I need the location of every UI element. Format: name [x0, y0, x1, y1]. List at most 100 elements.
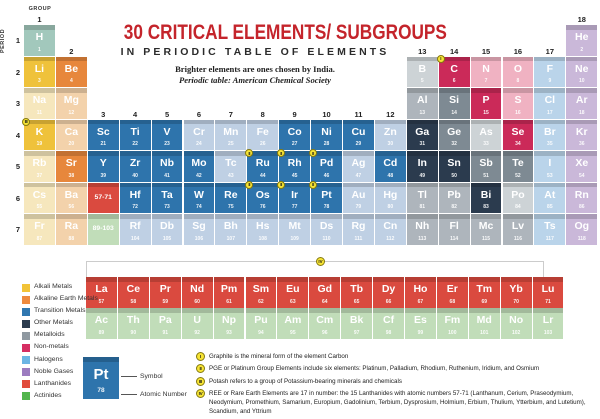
element-cell-P: P 15: [470, 88, 502, 119]
legend-swatch: [22, 380, 30, 389]
atomic-number: 115: [482, 235, 491, 242]
element-symbol: Rn: [574, 188, 589, 201]
element-cell-W: W 74: [183, 182, 215, 213]
element-symbol: Cm: [316, 314, 334, 326]
period-label-3: 3: [15, 99, 20, 108]
element-cell-Bh: Bh 107: [215, 214, 247, 245]
atomic-number: 5: [420, 78, 424, 84]
element-cell-Ho: Ho 67: [405, 277, 436, 308]
footnote-text: REE or Rare Earth Elements are 17 in num…: [209, 389, 586, 416]
element-symbol: Cr: [193, 125, 205, 138]
element-symbol: Pu: [254, 314, 268, 326]
atomic-number: 90: [130, 329, 137, 336]
element-symbol: Fr: [34, 220, 45, 232]
element-symbol: Er: [446, 283, 458, 295]
element-symbol: Zn: [383, 125, 397, 138]
legend-label: Noble Gases: [34, 367, 74, 375]
atomic-number: 62: [258, 298, 264, 305]
element-cell-In: In 49: [406, 151, 438, 182]
element-cell-Be: Be 4: [55, 56, 87, 87]
group-label-4: 4: [133, 109, 138, 119]
element-cell-Ir: II Ir 77: [277, 180, 311, 213]
period-axis-label: PERIOD: [0, 28, 7, 54]
element-cell-Ar: Ar 18: [566, 88, 598, 119]
atomic-number: 68: [449, 298, 456, 305]
element-symbol: Nb: [160, 157, 175, 169]
element-cell-I: I 53: [534, 151, 566, 182]
element-symbol: V: [163, 125, 171, 138]
element-symbol: Pd: [319, 157, 334, 169]
element-cell-Pt: II Pt 78: [309, 180, 342, 213]
atomic-number: 80: [387, 204, 394, 210]
element-symbol: Se: [511, 125, 525, 138]
atomic-number: 74: [196, 204, 202, 210]
atomic-number: 48: [387, 172, 394, 179]
element-cell-Pd: II Pd 46: [309, 149, 342, 182]
element-cell-Es: Es 99: [405, 308, 436, 339]
atomic-number: 52: [515, 172, 521, 179]
element-cell-Pa: Pa 91: [149, 308, 181, 339]
ree-marker-badge: IV: [316, 257, 325, 266]
atomic-number: 6: [452, 78, 456, 84]
element-cell-Nh: Nh 113: [406, 214, 438, 245]
atomic-number: 55: [36, 204, 43, 210]
element-symbol: As: [479, 125, 493, 138]
atomic-number: 24: [196, 141, 202, 147]
atomic-number: 99: [417, 329, 424, 336]
element-cell-Pr: Pr 59: [149, 277, 181, 308]
element-symbol: U: [193, 314, 201, 326]
atomic-number: 108: [258, 235, 267, 242]
group-label-18: 18: [577, 15, 586, 24]
element-cell-Ca: Ca 20: [55, 119, 87, 150]
element-cell-Ru: II Ru 44: [245, 149, 279, 182]
element-symbol: Ta: [161, 188, 173, 201]
element-cell-Lu: Lu 71: [532, 277, 564, 308]
atomic-number: 67: [417, 298, 424, 305]
atomic-number: 33: [483, 141, 489, 147]
atomic-number: 26: [259, 141, 266, 147]
atomic-number: 117: [545, 235, 554, 242]
legend-label: Transition Metals: [34, 307, 86, 315]
atomic-number: 93: [226, 329, 232, 336]
element-cell-Hs: Hs 108: [247, 214, 279, 245]
atomic-number: 70: [513, 298, 519, 305]
element-symbol: Ar: [575, 94, 588, 106]
element-symbol: Mt: [288, 220, 301, 232]
element-cell-Ce: Ce 58: [117, 277, 149, 308]
atomic-number: 111: [354, 235, 363, 242]
atomic-number: 16: [515, 109, 521, 116]
period-label-7: 7: [15, 225, 20, 234]
atomic-number: 3: [38, 78, 41, 84]
ree-bracket: IV: [86, 257, 544, 277]
element-symbol: Ir: [291, 188, 299, 201]
atomic-number: 39: [100, 172, 107, 179]
element-cell-Tb: Tb 65: [341, 277, 373, 308]
element-cell-Sm: Sm 62: [245, 277, 277, 308]
element-cell-Li: Li 3: [24, 56, 55, 87]
element-cell-Ti: Ti 22: [119, 119, 151, 150]
element-cell-Pb: Pb 82: [438, 182, 470, 213]
element-cell-Ts: Ts 117: [534, 214, 566, 245]
atomic-number: 85: [547, 204, 553, 210]
element-symbol: Ag: [351, 157, 366, 169]
element-cell-Cl: Cl 17: [534, 88, 566, 119]
footnote-text: Potash refers to a group of Potassium-be…: [209, 377, 402, 385]
atomic-number: 8: [516, 78, 520, 84]
atomic-number: 22: [132, 141, 138, 147]
atomic-number: 42: [196, 172, 202, 179]
element-symbol: Po: [511, 188, 525, 201]
footnote-marker-II: II: [277, 180, 286, 189]
element-symbol: He: [575, 31, 589, 43]
atomic-number: 75: [228, 204, 234, 210]
element-cell-Hg: Hg 80: [374, 182, 406, 213]
element-cell-Ba: Ba 56: [55, 182, 87, 213]
atomic-number: 92: [194, 329, 200, 336]
atomic-number: 1: [38, 46, 41, 53]
sample-element-key: Pt 78: [83, 357, 119, 399]
sample-symbol-label: Symbol: [140, 373, 163, 380]
element-symbol: Rh: [287, 157, 302, 169]
element-cell-At: At 85: [534, 182, 566, 213]
atomic-number: 104: [130, 235, 140, 242]
element-symbol: Sr: [65, 157, 77, 169]
